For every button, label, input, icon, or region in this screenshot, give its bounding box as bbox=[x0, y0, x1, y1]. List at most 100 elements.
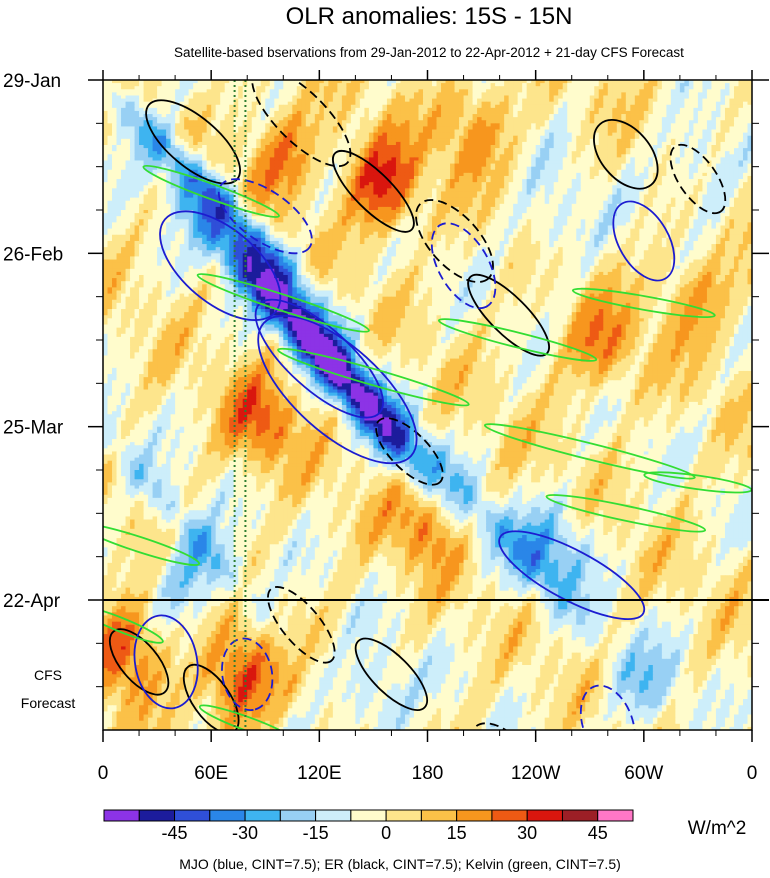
heatmap-cell bbox=[188, 95, 194, 99]
heatmap-cell bbox=[544, 145, 550, 149]
heatmap-cell bbox=[643, 151, 649, 155]
heatmap-cell bbox=[386, 117, 392, 121]
heatmap-cell bbox=[603, 169, 609, 174]
heatmap-cell bbox=[283, 175, 289, 180]
heatmap-cell bbox=[607, 129, 613, 134]
heatmap-cell bbox=[630, 145, 636, 149]
heatmap-cell bbox=[616, 169, 622, 174]
heatmap-cell bbox=[233, 166, 239, 171]
heatmap-cell bbox=[472, 101, 478, 106]
heatmap-cell bbox=[504, 126, 510, 130]
heatmap-cell bbox=[395, 179, 401, 183]
heatmap-cell bbox=[386, 83, 392, 87]
heatmap-cell bbox=[661, 101, 667, 106]
heatmap-cell bbox=[256, 157, 262, 161]
heatmap-cell bbox=[260, 169, 266, 174]
heatmap-cell bbox=[715, 154, 721, 158]
heatmap-cell bbox=[594, 80, 600, 84]
heatmap-cell bbox=[621, 123, 627, 127]
heatmap-cell bbox=[296, 80, 302, 84]
heatmap-cell bbox=[675, 89, 681, 93]
heatmap-cell bbox=[652, 166, 658, 171]
heatmap-cell bbox=[152, 107, 158, 112]
heatmap-cell bbox=[341, 157, 347, 161]
heatmap-cell bbox=[427, 138, 433, 143]
heatmap-cell bbox=[346, 166, 352, 171]
heatmap-cell bbox=[612, 80, 618, 84]
heatmap-cell bbox=[206, 169, 212, 174]
heatmap-cell bbox=[368, 89, 374, 93]
heatmap-cell bbox=[184, 175, 190, 180]
heatmap-cell bbox=[359, 104, 365, 109]
heatmap-cell bbox=[233, 145, 239, 149]
heatmap-cell bbox=[251, 110, 257, 115]
heatmap-cell bbox=[193, 154, 199, 158]
heatmap-cell bbox=[603, 110, 609, 115]
heatmap-cell bbox=[143, 95, 149, 99]
heatmap-cell bbox=[148, 129, 153, 134]
heatmap-cell bbox=[612, 135, 618, 140]
heatmap-cell bbox=[314, 83, 320, 87]
heatmap-cell bbox=[170, 120, 176, 124]
heatmap-cell bbox=[747, 145, 752, 149]
heatmap-cell bbox=[535, 123, 541, 127]
heatmap-cell bbox=[373, 101, 379, 106]
heatmap-cell bbox=[152, 172, 158, 177]
heatmap-cell bbox=[639, 120, 645, 124]
heatmap-cell bbox=[558, 123, 564, 127]
heatmap-cell bbox=[148, 148, 153, 152]
heatmap-cell bbox=[202, 95, 208, 99]
heatmap-cell bbox=[107, 86, 113, 90]
heatmap-cell bbox=[472, 98, 478, 103]
heatmap-cell bbox=[733, 145, 739, 149]
heatmap-cell bbox=[684, 151, 690, 155]
heatmap-cell bbox=[292, 138, 298, 143]
heatmap-cell bbox=[188, 132, 194, 137]
heatmap-cell bbox=[441, 129, 446, 134]
heatmap-cell bbox=[589, 117, 595, 121]
heatmap-cell bbox=[422, 132, 428, 137]
heatmap-cell bbox=[630, 132, 636, 137]
heatmap-cell bbox=[247, 182, 253, 186]
heatmap-cell bbox=[265, 145, 271, 149]
heatmap-cell bbox=[215, 110, 221, 115]
heatmap-cell bbox=[413, 92, 419, 96]
heatmap-cell bbox=[184, 138, 190, 143]
heatmap-cell bbox=[679, 179, 685, 183]
heatmap-cell bbox=[161, 185, 167, 189]
heatmap-cell bbox=[742, 154, 748, 158]
heatmap-cell bbox=[287, 107, 293, 112]
heatmap-cell bbox=[350, 151, 356, 155]
heatmap-cell bbox=[472, 141, 478, 146]
heatmap-cell bbox=[571, 92, 577, 96]
heatmap-cell bbox=[283, 83, 289, 87]
heatmap-cell bbox=[486, 185, 491, 189]
heatmap-cell bbox=[377, 114, 383, 118]
heatmap-cell bbox=[125, 129, 131, 134]
heatmap-cell bbox=[197, 95, 203, 99]
heatmap-cell bbox=[283, 98, 289, 103]
heatmap-cell bbox=[382, 123, 388, 127]
heatmap-cell bbox=[553, 172, 559, 177]
heatmap-cell bbox=[724, 179, 730, 183]
heatmap-cell bbox=[432, 95, 437, 99]
heatmap-cell bbox=[224, 126, 230, 130]
heatmap-cell bbox=[702, 95, 708, 99]
heatmap-cell bbox=[314, 89, 320, 93]
heatmap-cell bbox=[161, 89, 167, 93]
heatmap-cell bbox=[436, 160, 442, 164]
heatmap-cell bbox=[589, 157, 595, 161]
heatmap-cell bbox=[499, 138, 505, 143]
heatmap-cell bbox=[495, 120, 501, 124]
heatmap-cell bbox=[125, 185, 131, 189]
heatmap-cell bbox=[499, 120, 505, 124]
heatmap-cell bbox=[567, 132, 573, 137]
heatmap-cell bbox=[305, 83, 311, 87]
heatmap-cell bbox=[562, 83, 568, 87]
heatmap-cell bbox=[544, 83, 550, 87]
heatmap-cell bbox=[125, 83, 131, 87]
heatmap-cell bbox=[148, 114, 153, 118]
heatmap-cell bbox=[702, 117, 708, 121]
heatmap-cell bbox=[652, 110, 658, 115]
heatmap-cell bbox=[697, 120, 703, 124]
